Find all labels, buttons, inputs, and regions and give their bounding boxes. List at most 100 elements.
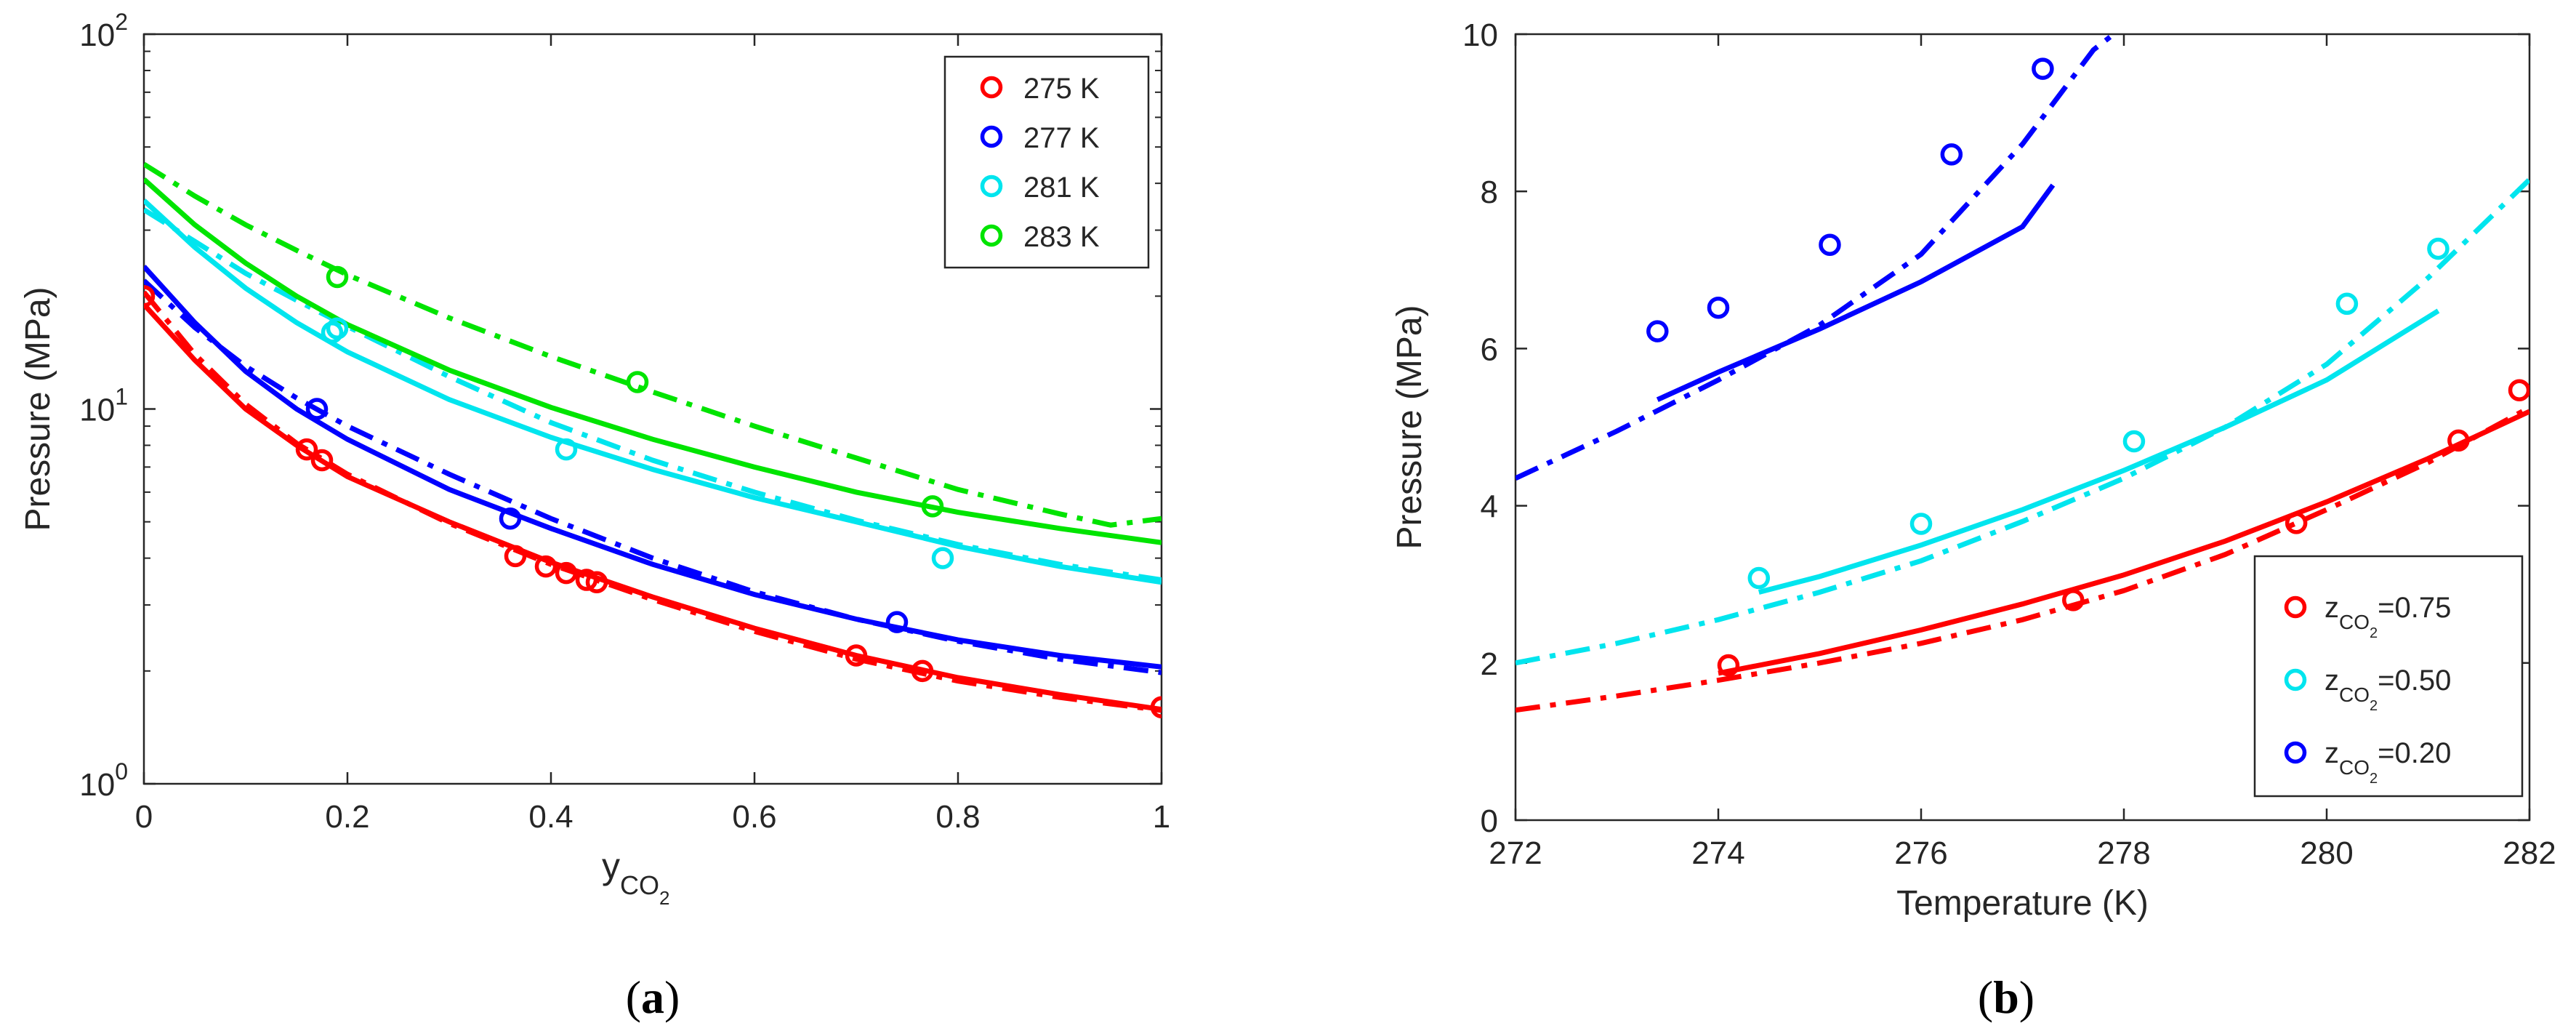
data-point <box>326 265 349 289</box>
legend-label-subsub: 2 <box>2370 698 2378 714</box>
data-point <box>499 507 522 530</box>
y-tick-exponent: 0 <box>115 758 128 785</box>
y-tick-label: 8 <box>1481 174 1498 210</box>
data-point <box>1819 233 1841 256</box>
legend-label-value: =0.20 <box>2378 737 2451 769</box>
panel-label-close: ) <box>2019 971 2034 1023</box>
legend-label-subsub: 2 <box>2370 625 2378 641</box>
data-point <box>555 561 578 585</box>
x-tick-label: 0.2 <box>325 799 369 835</box>
data-point <box>575 569 598 591</box>
x-axis-label-subsub: 2 <box>659 887 669 909</box>
legend-label-subsub: 2 <box>2370 771 2378 787</box>
y-tick-label: 101 <box>79 384 128 428</box>
data-point <box>555 438 578 461</box>
panel-label: (b) <box>1978 971 2034 1023</box>
data-point <box>1940 143 1963 166</box>
legend-label: 283 K <box>1023 221 1100 253</box>
data-point <box>1717 654 1740 677</box>
legend-label: zCO2=0.50 <box>2325 665 2451 714</box>
legend-label-value: =0.75 <box>2378 592 2451 624</box>
panel-label: (a) <box>626 971 680 1023</box>
panel-label-open: ( <box>626 971 641 1023</box>
y-tick-base: 10 <box>79 393 115 428</box>
x-tick-label: 0.4 <box>528 799 573 835</box>
y-tick-label: 100 <box>79 758 128 803</box>
data-point <box>885 611 909 633</box>
data-point <box>144 285 156 308</box>
data-point <box>585 571 608 594</box>
legend-label: 281 K <box>1023 172 1100 204</box>
legend-box <box>2253 555 2524 798</box>
panel-label-letter: b <box>1993 971 2019 1023</box>
y-tick-base: 10 <box>79 767 115 803</box>
y-tick-label: 4 <box>1481 489 1498 525</box>
y-axis-label: Pressure (MPa) <box>1390 305 1429 549</box>
y-tick-base: 10 <box>79 17 115 53</box>
data-point <box>2285 512 2308 534</box>
x-tick-label: 0.6 <box>732 799 776 835</box>
data-point <box>295 438 318 461</box>
data-point <box>326 317 349 340</box>
legend-marker <box>2284 595 2307 619</box>
x-axis-label: Temperature (K) <box>1896 884 2149 923</box>
y-tick-exponent: 2 <box>115 9 128 35</box>
x-tick-label: 1 <box>1153 799 1170 835</box>
y-tick-label: 0 <box>1481 803 1498 839</box>
data-point <box>2335 292 2359 316</box>
y-tick-label: 6 <box>1481 332 1498 367</box>
y-tick-label: 102 <box>79 9 128 53</box>
data-point <box>2122 430 2146 453</box>
legend-box <box>943 55 1150 269</box>
y-tick-label: 10 <box>1462 17 1498 53</box>
x-axis-label-sub: CO <box>620 870 659 900</box>
series-line-solid <box>1718 409 2529 676</box>
data-point <box>1150 696 1162 719</box>
series-line-dashdot <box>144 278 1162 675</box>
x-tick-label: 272 <box>1489 835 1542 871</box>
x-tick-label: 280 <box>2300 835 2353 871</box>
x-tick-label: 282 <box>2503 835 2556 871</box>
legend-label-sub: CO <box>2339 756 2370 779</box>
legend-marker <box>980 76 1003 99</box>
legend-label-z: z <box>2325 592 2339 624</box>
x-axis-label: yCO2 <box>602 846 669 909</box>
y-axis-label: Pressure (MPa) <box>19 286 57 531</box>
legend-label: 275 K <box>1023 73 1100 105</box>
legend-marker <box>2284 668 2307 691</box>
legend-marker <box>2284 741 2307 764</box>
legend-marker <box>980 174 1003 198</box>
x-tick-label: 276 <box>1894 835 1947 871</box>
data-point <box>2508 379 2529 401</box>
data-point <box>921 495 944 518</box>
data-point <box>1707 296 1730 319</box>
panel-label-open: ( <box>1978 971 1993 1023</box>
legend-label-z: z <box>2325 665 2339 697</box>
y-tick-exponent: 1 <box>115 384 128 410</box>
data-point <box>305 398 329 420</box>
data-point <box>911 659 934 683</box>
legend-marker <box>980 125 1003 148</box>
plot-series <box>1516 34 2529 713</box>
data-point <box>1646 320 1669 342</box>
legend-label-z: z <box>2325 737 2339 769</box>
data-point <box>504 545 527 568</box>
x-tick-label: 278 <box>2097 835 2150 871</box>
data-point <box>2032 57 2054 80</box>
data-point <box>626 371 649 393</box>
legend-label: zCO2=0.20 <box>2325 737 2451 787</box>
series-line-solid <box>1656 183 2056 402</box>
legend-label-value: =0.50 <box>2378 665 2451 697</box>
data-point <box>2427 237 2450 260</box>
legend-label: zCO2=0.75 <box>2325 592 2451 641</box>
legend-marker <box>980 224 1003 247</box>
y-tick-label: 2 <box>1481 646 1498 682</box>
x-axis-label-main: y <box>602 846 620 886</box>
x-tick-label: 0.8 <box>935 799 980 835</box>
data-point <box>931 547 954 569</box>
data-point <box>1747 566 1771 590</box>
x-tick-label: 274 <box>1691 835 1744 871</box>
legend-label-sub: CO <box>2339 611 2370 633</box>
